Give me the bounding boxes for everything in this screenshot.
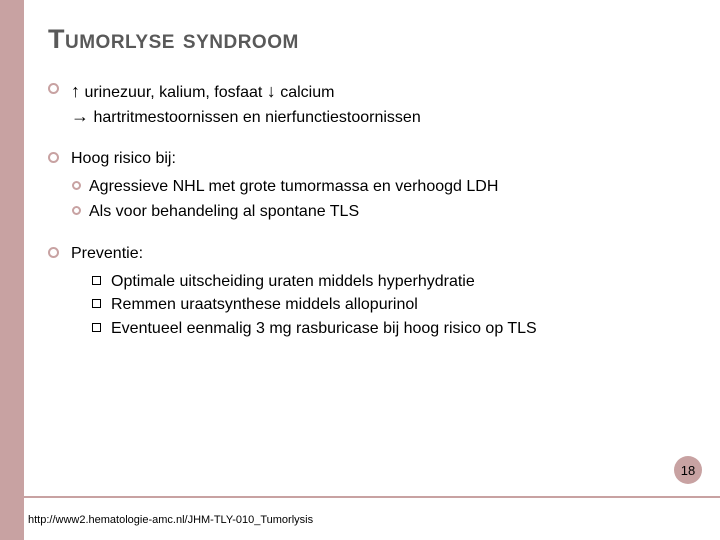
square-bullet-icon — [92, 299, 101, 308]
bullet-text: Preventie: — [71, 243, 143, 265]
footer: http://www2.hematologie-amc.nl/JHM-TLY-0… — [24, 496, 720, 540]
ring-bullet-sm-icon — [72, 181, 81, 190]
sub-bullet-text: Als voor behandeling al spontane TLS — [89, 201, 359, 223]
arrow-down-icon — [267, 84, 276, 101]
slide-container: Tumorlyse syndroom urinezuur, kalium, fo… — [0, 0, 720, 540]
ring-bullet-sm-icon — [72, 206, 81, 215]
sub-bullet-row: Als voor behandeling al spontane TLS — [48, 201, 692, 223]
bullet-text: urinezuur, kalium, fosfaat calcium hartr… — [71, 79, 421, 128]
sub-bullet-row: Optimale uitscheiding uraten middels hyp… — [48, 271, 692, 293]
bullet-item-2: Hoog risico bij: Agressieve NHL met grot… — [48, 148, 692, 223]
arrow-up-icon — [71, 84, 80, 101]
slide-body: urinezuur, kalium, fosfaat calcium hartr… — [48, 79, 692, 339]
page-number-badge: 18 — [674, 456, 702, 484]
slide-title: Tumorlyse syndroom — [48, 24, 692, 55]
bullet-row: Preventie: — [48, 243, 692, 265]
square-bullet-icon — [92, 276, 101, 285]
sub-bullet-row: Remmen uraatsynthese middels allopurinol — [48, 294, 692, 316]
text-fragment: hartritmestoornissen en nierfunctiestoor… — [89, 109, 421, 126]
square-bullet-icon — [92, 323, 101, 332]
ring-bullet-icon — [48, 247, 59, 258]
ring-bullet-icon — [48, 152, 59, 163]
text-fragment: urinezuur, kalium, fosfaat — [80, 84, 267, 101]
bullet-row: Hoog risico bij: — [48, 148, 692, 170]
page-number: 18 — [681, 463, 695, 478]
sub-bullet-text: Agressieve NHL met grote tumormassa en v… — [89, 176, 498, 198]
ring-bullet-icon — [48, 83, 59, 94]
bullet-item-1: urinezuur, kalium, fosfaat calcium hartr… — [48, 79, 692, 128]
sub-bullet-row: Agressieve NHL met grote tumormassa en v… — [48, 176, 692, 198]
footer-url: http://www2.hematologie-amc.nl/JHM-TLY-0… — [28, 514, 313, 526]
arrow-right-icon — [71, 109, 89, 126]
bullet-row: urinezuur, kalium, fosfaat calcium hartr… — [48, 79, 692, 128]
sub-bullet-text: Optimale uitscheiding uraten middels hyp… — [111, 271, 475, 293]
bullet-text: Hoog risico bij: — [71, 148, 176, 170]
sub-bullet-text: Remmen uraatsynthese middels allopurinol — [111, 294, 418, 316]
sub-bullet-text: Eventueel eenmalig 3 mg rasburicase bij … — [111, 318, 537, 340]
bullet-item-3: Preventie: Optimale uitscheiding uraten … — [48, 243, 692, 339]
text-fragment: calcium — [276, 84, 335, 101]
sub-bullet-row: Eventueel eenmalig 3 mg rasburicase bij … — [48, 318, 692, 340]
